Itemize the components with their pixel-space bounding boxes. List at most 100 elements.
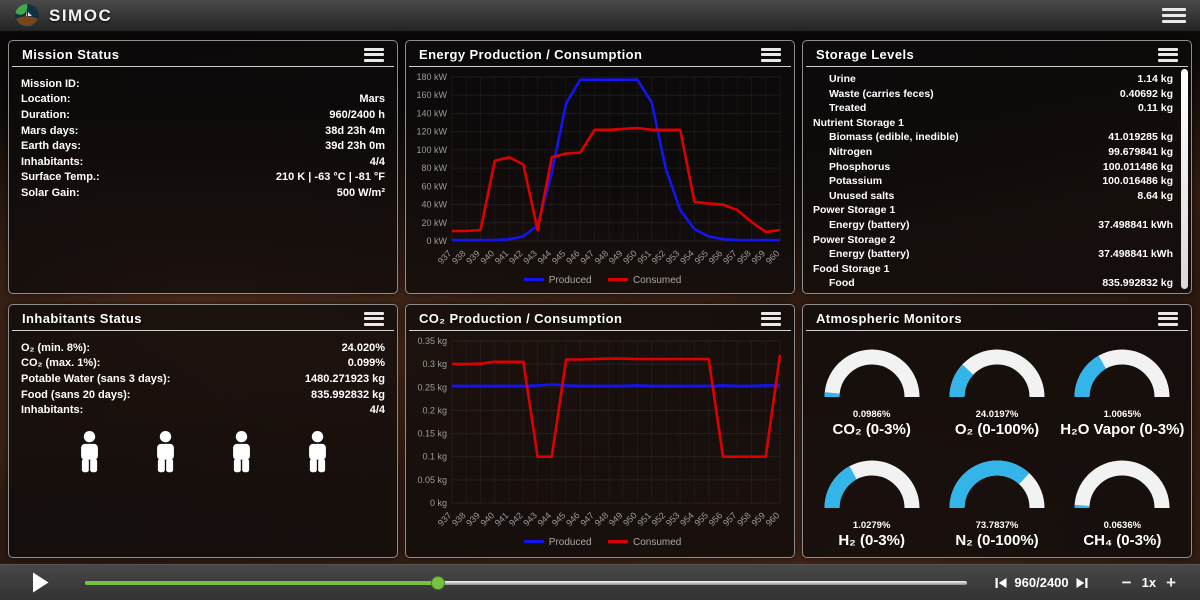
mission-status-menu-button[interactable] (364, 47, 384, 62)
row-value: 210 K | -63 °C | -81 °F (275, 171, 385, 184)
row-value: 1.14 kg (1137, 73, 1173, 86)
gauge: 73.7837% N₂ (0-100%) (934, 450, 1059, 556)
row-label: Potable Water (sans 3 days): (21, 372, 171, 385)
storage-levels-list[interactable]: Urine 1.14 kg Waste (carries feces) 0.40692… (803, 67, 1191, 293)
row-label: Food (sans 20 days): (21, 388, 131, 401)
row-value: 4/4 (369, 404, 385, 417)
gauge: 0.0636% CH₄ (0-3%) (1060, 450, 1185, 556)
row-value: 1480.271923 kg (304, 372, 385, 385)
speed-control-group: − 1x + (1122, 574, 1176, 591)
co2-chart-header: CO₂ Production / Consumption (409, 305, 791, 331)
step-back-button[interactable] (995, 577, 1007, 589)
data-row: Nitrogen 99.679841 kg (803, 145, 1191, 160)
row-label: Treated (829, 102, 867, 115)
x-tick-label: 960 (764, 248, 782, 266)
legend-label[interactable]: Produced (549, 537, 592, 548)
data-row: CO₂ (max. 1%): 0.099% (9, 356, 397, 372)
step-forward-button[interactable] (1076, 577, 1088, 589)
play-button[interactable] (32, 572, 49, 593)
data-row: Mission ID: (9, 76, 397, 92)
y-tick-label: 120 kW (416, 127, 447, 137)
row-label: Urine (829, 73, 856, 86)
y-tick-label: 60 kW (421, 181, 447, 191)
panel-storage-levels: Storage Levels Urine 1.14 kg Waste (carrie… (802, 40, 1192, 294)
y-tick-label: 140 kW (416, 108, 447, 118)
inhabitants-status-title: Inhabitants Status (22, 311, 142, 326)
gauge-arc (949, 460, 1045, 508)
legend-label[interactable]: Consumed (633, 275, 681, 286)
energy-production-consumption-chart[interactable]: 0 kW 20 kW 40 kW 60 kW 80 kW 100 kW 120 kW 140 … (410, 67, 790, 289)
row-value: 500 W/m² (336, 186, 385, 199)
skip-forward-icon (1076, 577, 1088, 588)
data-row: Potable Water (sans 3 days): 1480.271923 … (9, 371, 397, 387)
row-label: Nitrogen (829, 146, 873, 159)
energy-chart-menu-button[interactable] (761, 47, 781, 62)
slider-handle[interactable] (430, 575, 445, 590)
data-row: Food 835.992832 kg (803, 276, 1191, 291)
y-tick-label: 0 kW (426, 236, 447, 246)
row-label: Unused salts (829, 189, 895, 202)
step-counter: 960/2400 (1014, 575, 1069, 590)
row-value: 0.11 kg (1137, 102, 1173, 115)
y-tick-label: 0.05 kg (417, 475, 447, 485)
row-label: Nutrient Storage 1 (813, 116, 905, 129)
y-tick-label: 40 kW (421, 200, 447, 210)
timeline-slider[interactable] (85, 575, 968, 590)
storage-levels-menu-button[interactable] (1158, 47, 1178, 62)
y-tick-label: 160 kW (416, 90, 447, 100)
row-value: 24.020% (341, 341, 385, 354)
data-row: Surface Temp.: 210 K | -63 °C | -81 °F (9, 170, 397, 186)
row-value: 39d 23h 0m (325, 140, 385, 153)
row-label: Location: (21, 93, 71, 106)
data-row: Urine 1.14 kg (803, 72, 1191, 87)
row-label: Phosphorus (829, 160, 891, 173)
mission-status-title: Mission Status (22, 47, 120, 62)
inhabitants-status-list: O₂ (min. 8%): 24.020% CO₂ (max. 1%): 0.099%… (9, 331, 397, 418)
row-value: 37.498841 kWh (1098, 248, 1173, 261)
y-tick-label: 180 kW (416, 72, 447, 82)
gauge-name: O₂ (0-100%) (954, 421, 1040, 438)
row-label: Energy (battery) (829, 248, 910, 261)
gauge-arc (824, 349, 920, 398)
row-value: 100.011486 kg (1102, 160, 1173, 173)
y-tick-label: 100 kW (416, 145, 447, 155)
row-label: Inhabitants: (21, 404, 84, 417)
co2-production-consumption-chart[interactable]: 0 kg 0.05 kg 0.1 kg 0.15 kg 0.2 kg 0.25 kg 0.3… (410, 331, 790, 551)
storage-scrollbar[interactable] (1181, 69, 1188, 289)
gauge-arc (1074, 460, 1170, 508)
data-row: Energy (battery) 37.498841 kWh (803, 247, 1191, 262)
gauge: 0.0986% CO₂ (0-3%) (809, 339, 934, 445)
playback-bar: 960/2400 − 1x + (0, 564, 1200, 600)
row-label: O₂ (min. 8%): (21, 341, 91, 354)
gauge: 1.0065% H₂O Vapor (0-3%) (1060, 339, 1185, 445)
row-label: Power Storage 2 (813, 233, 896, 246)
gauge-value: 24.0197% (975, 409, 1019, 420)
y-tick-label: 0.25 kg (417, 382, 447, 392)
row-label: Biomass (edible, inedible) (829, 131, 959, 144)
person-icon (156, 430, 174, 473)
mission-status-list: Mission ID: Location: Mars Duration: 960/240… (9, 67, 397, 293)
panel-atmospheric-monitors: Atmospheric Monitors 0.0986% CO₂ (0-3%) 24… (802, 304, 1192, 558)
row-value: Mars (359, 93, 385, 106)
gauge-value: 0.0986% (852, 409, 891, 420)
row-label: Inhabitants: (21, 155, 84, 168)
row-value: 38d 23h 4m (325, 124, 385, 137)
speed-decrease-button[interactable]: − (1121, 573, 1132, 592)
legend-label[interactable]: Produced (549, 275, 592, 286)
legend-label[interactable]: Consumed (633, 537, 681, 548)
data-row: Inhabitants: 4/4 (9, 154, 397, 170)
gauge-arc (824, 460, 920, 508)
data-row: Location: Mars (9, 92, 397, 108)
inhabitants-status-menu-button[interactable] (364, 311, 384, 326)
y-tick-label: 0 kg (430, 498, 447, 508)
row-value: 0.40692 kg (1119, 87, 1173, 100)
speed-increase-button[interactable]: + (1166, 573, 1176, 592)
row-label: Mission ID: (21, 77, 80, 90)
atmospheric-monitors-menu-button[interactable] (1158, 311, 1178, 326)
co2-chart-title: CO₂ Production / Consumption (419, 311, 623, 326)
slider-track[interactable] (85, 581, 968, 585)
row-label: Earth days: (21, 140, 81, 153)
co2-chart-menu-button[interactable] (761, 311, 781, 326)
app-menu-button[interactable] (1162, 7, 1186, 24)
row-label: Solar Gain: (21, 186, 80, 199)
